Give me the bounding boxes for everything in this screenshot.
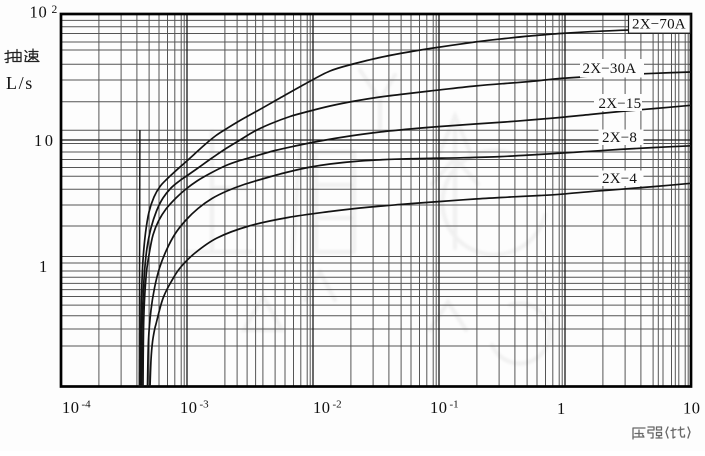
svg-text:2X−8: 2X−8 — [602, 130, 637, 146]
svg-text:-3: -3 — [200, 399, 210, 411]
svg-text:2X−4: 2X−4 — [602, 171, 637, 187]
svg-text:10: 10 — [430, 398, 448, 417]
svg-text:10: 10 — [62, 398, 80, 417]
svg-text:2X−15: 2X−15 — [599, 96, 642, 112]
svg-text:2: 2 — [52, 4, 58, 16]
svg-text:10: 10 — [30, 3, 48, 22]
svg-text:10: 10 — [180, 398, 198, 417]
svg-text:1: 1 — [557, 399, 565, 418]
svg-text:L/s: L/s — [6, 73, 34, 93]
svg-text:2X−30A: 2X−30A — [583, 61, 637, 77]
svg-text:10: 10 — [34, 131, 56, 150]
svg-text:-1: -1 — [450, 399, 459, 411]
svg-text:1: 1 — [39, 257, 47, 276]
svg-text:-2: -2 — [333, 399, 342, 411]
svg-text:2X−70A: 2X−70A — [632, 17, 686, 33]
svg-text:-4: -4 — [82, 399, 92, 411]
svg-text:10: 10 — [313, 398, 331, 417]
svg-text:10: 10 — [683, 399, 701, 418]
